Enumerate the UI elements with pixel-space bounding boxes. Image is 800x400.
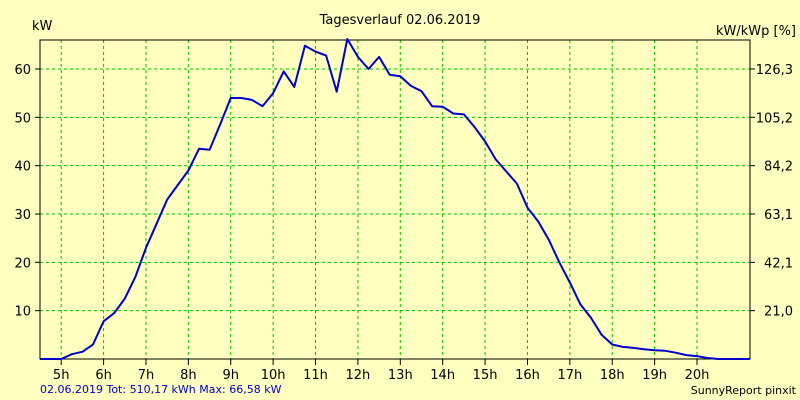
y-tick-label-left: 10 bbox=[14, 305, 31, 320]
y-axis-right-label: kW/kWp [%] bbox=[716, 24, 796, 39]
x-tick-label: 8h bbox=[180, 368, 197, 383]
y-tick-label-right: 63,1 bbox=[764, 208, 793, 223]
x-tick-label: 13h bbox=[388, 368, 413, 383]
y-tick-label-right: 105,2 bbox=[756, 111, 793, 126]
x-tick-label: 9h bbox=[222, 368, 239, 383]
axis-ticks: 5h 6h 7h 8h 9h 10h 11h 12h 13h 14h 15h 16h 17h 18h 19h… bbox=[14, 63, 793, 383]
x-tick-label: 6h bbox=[95, 368, 112, 383]
grid bbox=[40, 40, 750, 359]
x-tick-label: 17h bbox=[557, 368, 582, 383]
y-tick-label-left: 40 bbox=[14, 160, 31, 175]
x-tick-label: 7h bbox=[138, 368, 155, 383]
chart-title: Tagesverlauf 02.06.2019 bbox=[319, 13, 481, 28]
footer-summary: 02.06.2019 Tot: 510,17 kWh Max: 66,58 kW bbox=[40, 383, 282, 396]
x-tick-label: 5h bbox=[53, 368, 70, 383]
y-tick-label-right: 42,1 bbox=[764, 256, 793, 271]
y-tick-label-right: 21,0 bbox=[764, 305, 793, 320]
series-line-kw bbox=[40, 38, 750, 360]
y-tick-label-left: 20 bbox=[14, 256, 31, 271]
y-tick-label-left: 30 bbox=[14, 208, 31, 223]
x-tick-label: 16h bbox=[515, 368, 540, 383]
x-tick-label: 10h bbox=[261, 368, 286, 383]
x-tick-label: 14h bbox=[430, 368, 455, 383]
x-tick-label: 20h bbox=[685, 368, 710, 383]
series-layer bbox=[40, 38, 750, 360]
y-tick-label-right: 126,3 bbox=[756, 63, 793, 78]
x-tick-label: 12h bbox=[346, 368, 371, 383]
y-axis-left-label: kW bbox=[32, 19, 53, 34]
y-tick-label-right: 84,2 bbox=[764, 160, 793, 175]
y-tick-label-left: 60 bbox=[14, 63, 31, 78]
x-tick-label: 11h bbox=[303, 368, 328, 383]
x-tick-label: 15h bbox=[473, 368, 498, 383]
x-tick-label: 18h bbox=[600, 368, 625, 383]
y-tick-label-left: 50 bbox=[14, 111, 31, 126]
plot-frame bbox=[39, 39, 751, 360]
footer-credit: SunnyReport pinxit bbox=[691, 384, 797, 397]
x-tick-label: 19h bbox=[642, 368, 667, 383]
